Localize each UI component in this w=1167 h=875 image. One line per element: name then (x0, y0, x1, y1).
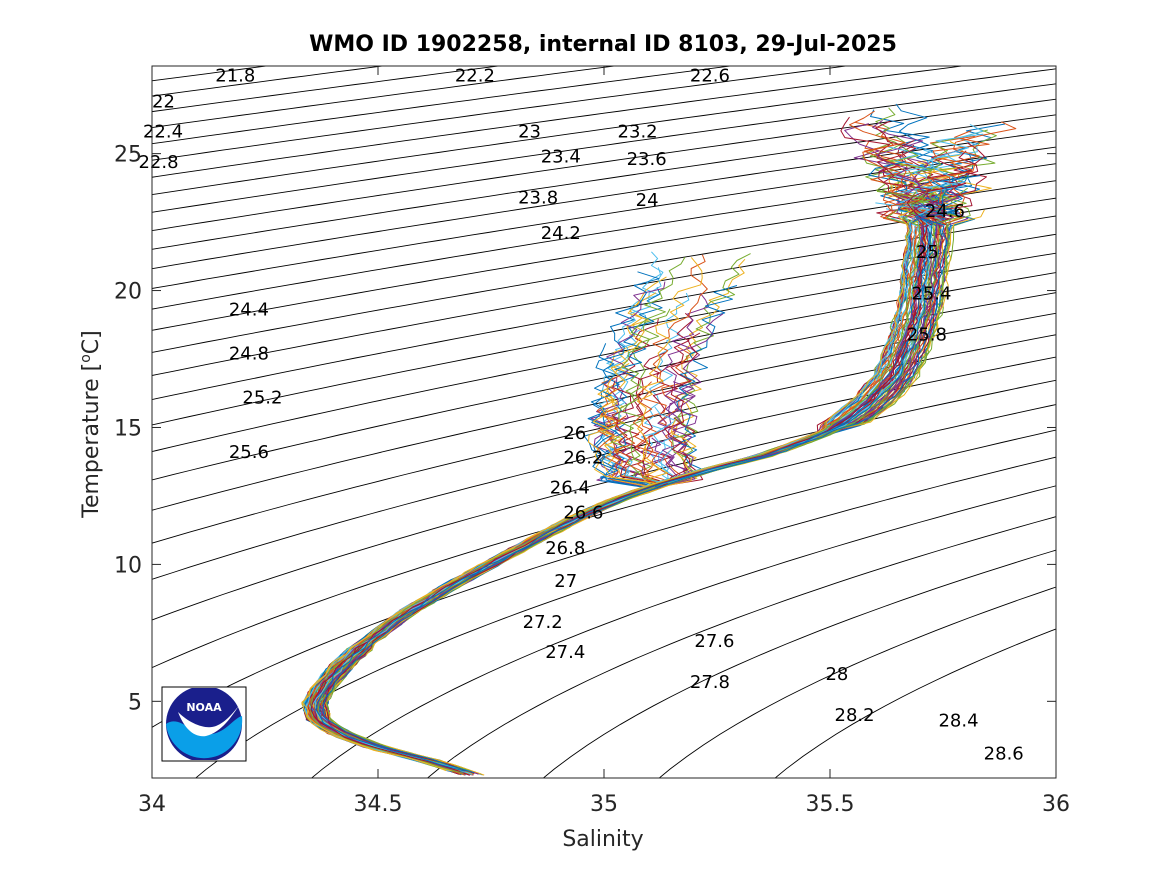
x-tick-label: 35.5 (806, 792, 855, 817)
isoline (152, 130, 1056, 270)
isoline (195, 456, 1056, 778)
isoline (152, 404, 1056, 669)
isoline-label: 28 (825, 664, 848, 685)
profile-lines (301, 103, 1017, 776)
noaa-logo: NOAA (161, 686, 247, 762)
profile-line (301, 209, 914, 772)
isoline-label: 24 (636, 190, 659, 211)
isoline (152, 98, 1056, 232)
isoline-label: 25.6 (229, 442, 269, 463)
isoline (152, 66, 734, 145)
isoline (152, 66, 850, 161)
isoline (152, 83, 1056, 213)
isoline-label: 26.6 (563, 502, 603, 523)
profile-line (315, 175, 981, 772)
y-tick-label: 15 (114, 416, 142, 441)
isoline (152, 233, 1056, 401)
y-tick-label: 10 (114, 553, 142, 578)
isoline-label: 24.8 (229, 344, 269, 365)
y-tick-label: 5 (128, 690, 142, 715)
y-axis-label-superscript: o (78, 354, 94, 363)
profile-line (325, 223, 950, 772)
isoline (658, 586, 1056, 778)
isoline-label: 22.2 (455, 66, 495, 87)
isoline-label: 25 (916, 242, 939, 263)
x-tick-label: 34.5 (354, 792, 403, 817)
isoline-label: 24.6 (925, 201, 965, 222)
isoline (152, 379, 1056, 621)
isoline-label: 23 (518, 122, 541, 143)
isoline-label: 26 (563, 423, 586, 444)
isoline (152, 429, 1056, 728)
profile-line (301, 386, 656, 772)
isoline-label: 28.6 (984, 743, 1024, 764)
x-axis-ticks: 34 34.5 35 35.5 36 (138, 66, 1070, 817)
isoline-label: 23.2 (618, 122, 658, 143)
isoline-label: 27.8 (690, 672, 730, 693)
isoline-label: 22.8 (138, 152, 178, 173)
isoline-label: 26.2 (563, 448, 603, 469)
isoline (152, 66, 966, 178)
isoline-label: 28.2 (835, 705, 875, 726)
isoline-label: 22 (152, 92, 175, 113)
isoline (152, 114, 1056, 250)
isoline-label: 26.4 (550, 478, 590, 499)
isoline (152, 146, 1056, 289)
isoline-label: 23.6 (627, 149, 667, 170)
isoline-label: 25.8 (907, 324, 947, 345)
x-axis-label: Salinity (562, 827, 643, 852)
isoline-label: 25.2 (242, 387, 282, 408)
isoline-label: 27.6 (694, 631, 734, 652)
isoline-label: 28.4 (938, 710, 978, 731)
profile-line (322, 418, 697, 776)
isoline-label: 27 (554, 571, 577, 592)
chart-title: WMO ID 1902258, internal ID 8103, 29-Jul… (309, 32, 897, 57)
isoline-label: 26.8 (545, 538, 585, 559)
isoline-label: 22.6 (690, 66, 730, 87)
isoline (152, 356, 1056, 580)
y-tick-label: 20 (114, 280, 142, 305)
y-axis-ticks: 5 10 15 20 25 (114, 143, 1056, 715)
isoline (152, 66, 386, 97)
isoline (310, 485, 1056, 778)
x-tick-label: 36 (1042, 792, 1070, 817)
profile-line (310, 120, 932, 772)
isoline-label: 24.2 (541, 223, 581, 244)
isoline (426, 516, 1056, 778)
isoline (152, 68, 1056, 196)
logo-text: NOAA (186, 701, 222, 714)
isoline-label: 21.8 (215, 66, 255, 87)
logo-lower-disc (166, 716, 243, 759)
isoline (542, 549, 1056, 778)
isoline (152, 66, 502, 113)
isoline-label: 23.8 (518, 187, 558, 208)
profile-line (322, 203, 959, 774)
isoline-label: 27.2 (523, 612, 563, 633)
isoline-label: 25.4 (911, 283, 951, 304)
isoline-label: 24.4 (229, 300, 269, 321)
x-tick-label: 34 (138, 792, 166, 817)
y-axis-label: Temperature [oC] (78, 330, 104, 518)
isoline-label: 27.4 (545, 642, 585, 663)
isoline-label: 22.4 (143, 122, 183, 143)
isoline-labels: 21.8 22.2 22.6 22 22.4 22.8 23 23.2 23.4 23.6 23.8… (138, 66, 1023, 765)
y-tick-label: 25 (114, 143, 142, 168)
x-tick-label: 35 (590, 792, 618, 817)
isoline (774, 628, 1056, 778)
logo-gull (178, 704, 240, 737)
isoline-label: 23.4 (541, 146, 581, 167)
